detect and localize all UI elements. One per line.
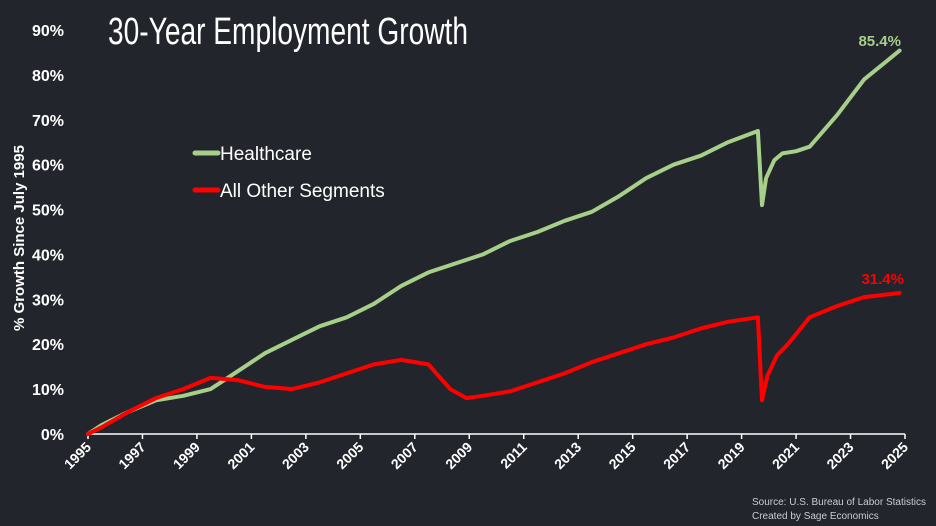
x-tick-label: 2009 [442,439,475,472]
x-tick-label: 2005 [333,439,366,472]
healthcare-series-line [86,48,902,436]
x-tick-label: 2007 [388,439,421,472]
legend-label-healthcare: Healthcare [220,144,312,165]
x-tick-label: 2003 [279,439,312,472]
x-tick-label: 2015 [605,439,638,472]
y-tick-label: 10% [32,382,64,399]
x-tick-label: 1999 [170,439,203,472]
source-note: Source: U.S. Bureau of Labor Statistics … [752,496,926,524]
y-tick-label: 0% [41,427,64,444]
y-axis-ticks: 0% 10% 20% 30% 40% 50% 60% 70% 80% 90% [32,23,64,444]
x-tick-label: 2023 [823,439,856,472]
x-tick-label: 2021 [769,439,802,472]
x-tick-label: 2013 [551,439,584,472]
y-tick-label: 50% [32,203,64,220]
legend-label-all-other: All Other Segments [220,181,385,202]
series-layer [86,48,902,436]
healthcare-end-label: 85.4% [858,33,901,50]
x-axis-ticks: 1995 1997 1999 2001 2003 2005 2007 2009 2011 2013… [61,434,911,472]
all-other-end-label: 31.4% [861,271,904,288]
y-tick-label: 30% [32,292,64,309]
chart-title: 30-Year Employment Growth [108,11,468,53]
y-tick-label: 20% [32,337,64,354]
y-tick-label: 40% [32,247,64,264]
x-tick-label: 2017 [660,439,693,472]
y-tick-label: 60% [32,158,64,175]
all-other-series-line [86,291,902,436]
x-tick-label: 1995 [61,439,94,472]
y-tick-label: 80% [32,68,64,85]
y-tick-label: 90% [32,23,64,40]
x-tick-label: 2025 [878,439,911,472]
y-tick-label: 70% [32,113,64,130]
x-tick-label: 1997 [115,439,148,472]
legend: Healthcare All Other Segments [192,144,385,202]
x-tick-label: 2011 [497,439,530,472]
source-line: Source: U.S. Bureau of Labor Statistics [752,497,926,508]
y-axis-label: % Growth Since July 1995 [11,145,28,331]
x-tick-label: 2019 [714,439,747,472]
credit-line: Created by Sage Economics [752,511,879,522]
x-tick-label: 2001 [224,439,257,472]
